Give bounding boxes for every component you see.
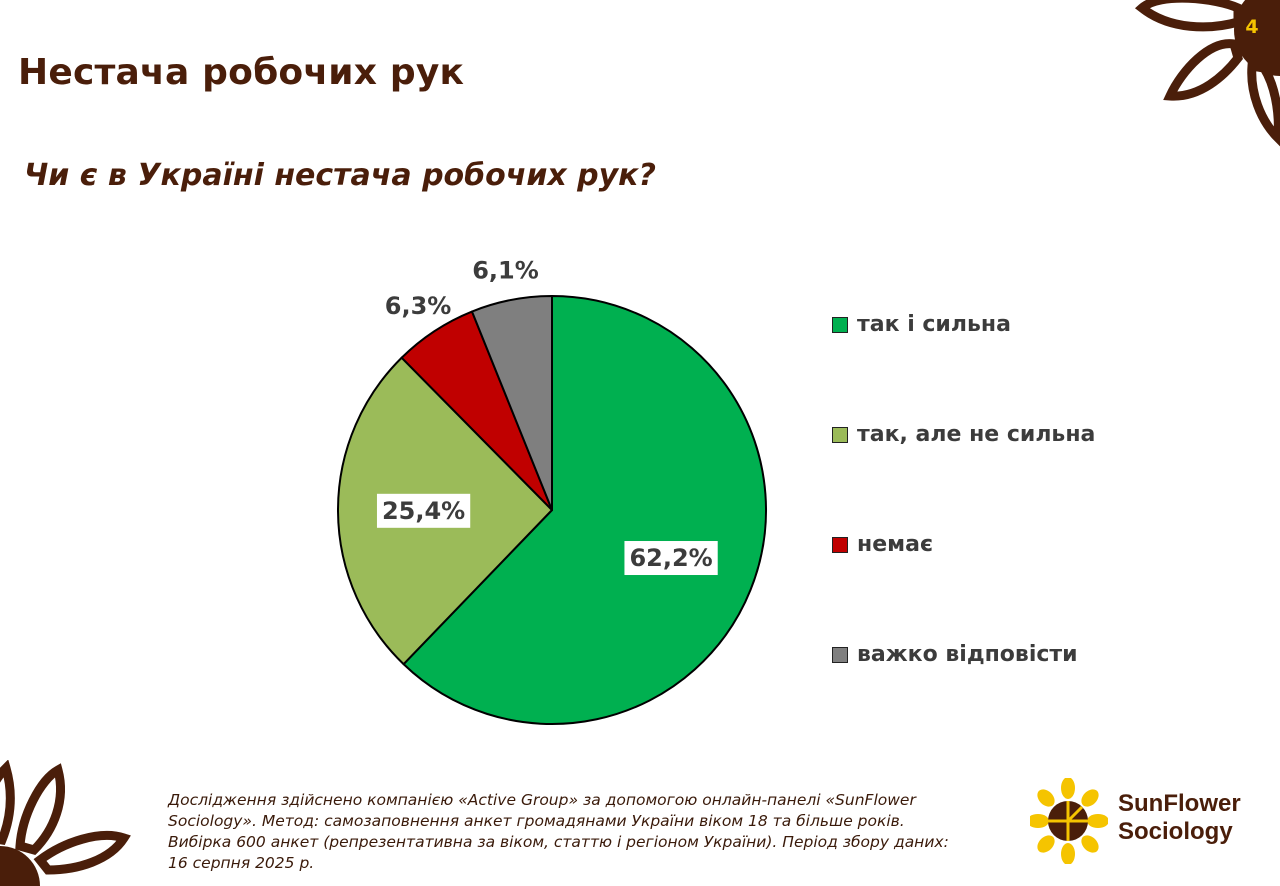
pie-slice-1 [402,295,767,725]
pie-data-label-2: 25,4% [376,493,471,528]
legend-item-3: немає [832,532,933,557]
slide-title: Нестача робочих рук [18,52,465,93]
svg-text:6,1%: 6,1% [472,256,539,284]
pie-data-label-4: 6,1% [472,256,539,284]
pie-slice-4 [470,295,553,511]
legend-item-1: так і сильна [832,312,1011,337]
legend-swatch [832,536,848,553]
page-number: 4 [1245,16,1259,38]
sunflower-sociology-logo: SunFlower Sociology [1030,778,1260,868]
svg-text:62,2%: 62,2% [629,544,712,572]
pie-chart: 62,2% 25,4% 6,3% 6,1% [337,256,767,725]
sunflower-corner-decoration-top [1134,0,1280,147]
legend-label: так, але не сильна [857,422,1096,447]
logo-line-1: SunFlower [1118,790,1241,817]
legend-swatch [832,646,848,663]
legend-swatch [832,316,848,333]
legend-item-2: так, але не сильна [832,422,1095,447]
legend-item-4: важко відповісти [832,642,1078,667]
legend-label: важко відповісти [857,642,1078,667]
chart-question: Чи є в Україні нестача робочих рук? [24,158,656,193]
sunflower-corner-decoration-bottom [0,760,131,886]
legend-label: немає [857,532,933,557]
pie-data-label-3: 6,3% [385,292,452,320]
methodology-footnote: Дослідження здійснено компанією «Active … [168,791,949,872]
pie-data-label-1: 62,2% [624,541,718,576]
legend-label: так і сильна [857,312,1011,337]
svg-text:6,3%: 6,3% [385,292,452,320]
svg-text:25,4%: 25,4% [382,497,465,525]
legend-swatch [832,426,848,443]
logo-wordmark: SunFlower Sociology [1118,790,1241,846]
sunflower-logo-icon [1030,778,1108,864]
logo-line-2: Sociology [1118,818,1233,845]
